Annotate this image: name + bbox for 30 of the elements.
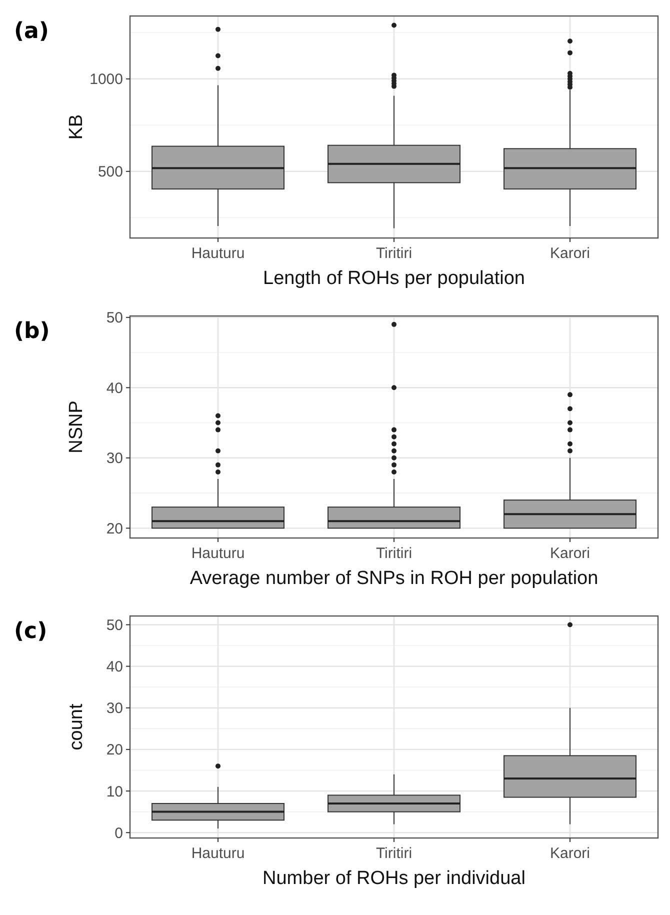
y-tick-label: 20 — [106, 742, 123, 759]
x-tick-label: Hauturu — [191, 245, 245, 262]
x-axis-title: Length of ROHs per population — [263, 268, 525, 289]
y-axis-title: KB — [66, 114, 87, 140]
y-tick-label: 40 — [106, 658, 123, 676]
chart-title: (a) — [14, 19, 49, 44]
x-tick-label: Hauturu — [191, 545, 245, 562]
x-tick-label: Karori — [550, 545, 590, 562]
y-axis-title: count — [66, 703, 87, 750]
x-axis-title: Number of ROHs per individual — [262, 868, 526, 889]
x-tick-label: Karori — [550, 245, 590, 262]
chart-title: (b) — [14, 319, 50, 344]
y-tick-label: 500 — [98, 164, 123, 181]
chart-title: (c) — [14, 619, 48, 644]
y-tick-label: 0 — [114, 824, 123, 842]
y-tick-label: 40 — [106, 380, 123, 397]
y-tick-label: 50 — [106, 616, 123, 634]
y-tick-label: 30 — [106, 700, 123, 718]
y-tick-label: 20 — [106, 520, 123, 538]
x-axis-title: Average number of SNPs in ROH per population — [190, 568, 598, 589]
y-tick-label: 50 — [106, 310, 123, 327]
x-tick-label: Karori — [550, 845, 590, 862]
x-tick-label: Tiritiri — [376, 845, 412, 862]
x-tick-label: Tiritiri — [376, 545, 412, 562]
y-tick-label: 1000 — [90, 71, 123, 88]
y-tick-label: 10 — [106, 783, 123, 800]
y-tick-label: 30 — [106, 450, 123, 468]
y-axis-title: NSNP — [66, 400, 87, 454]
x-tick-label: Hauturu — [191, 845, 245, 862]
x-tick-label: Tiritiri — [376, 245, 412, 262]
